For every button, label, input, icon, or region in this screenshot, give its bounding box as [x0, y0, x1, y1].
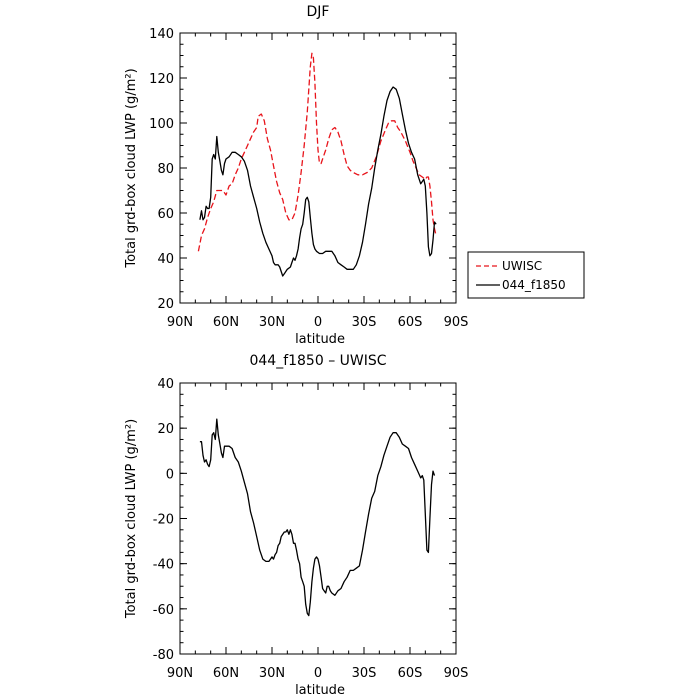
- top-panel-title: DJF: [307, 4, 330, 20]
- x-tick-label: 60N: [213, 315, 239, 330]
- y-tick-label: -60: [153, 603, 174, 618]
- x-tick-label: 60S: [398, 666, 423, 681]
- y-tick-label: 80: [157, 162, 174, 177]
- y-tick-label: 140: [149, 27, 174, 42]
- y-tick-label: -40: [153, 558, 174, 573]
- y-tick-label: 120: [149, 72, 174, 87]
- y-tick-label: -20: [153, 513, 174, 528]
- y-axis-label: Total grd-box cloud LWP (g/m²): [124, 68, 139, 268]
- x-tick-label: 60N: [213, 666, 239, 681]
- y-tick-label: -80: [153, 648, 174, 663]
- series-line-uwisc: [197, 52, 437, 252]
- x-tick-label: 30N: [259, 315, 285, 330]
- series-line-044-f1850: [199, 86, 437, 277]
- x-axis-label: latitude: [295, 683, 345, 698]
- x-tick-label: 30N: [259, 666, 285, 681]
- x-tick-label: 90N: [167, 315, 193, 330]
- x-tick-label: 90N: [167, 666, 193, 681]
- y-axis-label: Total grd-box cloud LWP (g/m²): [124, 419, 139, 619]
- x-tick-label: 0: [314, 666, 322, 681]
- legend-label-f1850: 044_f1850: [502, 278, 566, 292]
- y-tick-label: 40: [157, 252, 174, 267]
- x-tick-label: 90S: [444, 315, 469, 330]
- x-tick-label: 30S: [352, 666, 377, 681]
- top-panel: DJF UWISC 044_f1850 20 40 60 80 100 120 140 90N…: [124, 4, 585, 347]
- bottom-panel: 044_f1850 – UWISC -80 -60 -40 -20 0 20 40 90N 60…: [124, 353, 468, 698]
- bottom-panel-title: 044_f1850 – UWISC: [249, 353, 386, 369]
- x-axis-label: latitude: [295, 332, 345, 347]
- legend-label-uwisc: UWISC: [502, 259, 542, 273]
- x-tick-label: 0: [314, 315, 322, 330]
- series-line-difference: [199, 418, 436, 617]
- x-tick-label: 30S: [352, 315, 377, 330]
- x-tick-label: 60S: [398, 315, 423, 330]
- y-tick-label: 60: [157, 207, 174, 222]
- plot-frame: [179, 382, 457, 655]
- top-panel-legend: UWISC 044_f1850: [467, 251, 585, 299]
- y-tick-label: 20: [157, 297, 174, 312]
- y-tick-label: 0: [166, 467, 174, 482]
- y-tick-label: 20: [157, 422, 174, 437]
- y-tick-label: 40: [157, 377, 174, 392]
- y-tick-label: 100: [149, 117, 174, 132]
- legend-box: [467, 251, 585, 299]
- x-tick-label: 90S: [444, 666, 469, 681]
